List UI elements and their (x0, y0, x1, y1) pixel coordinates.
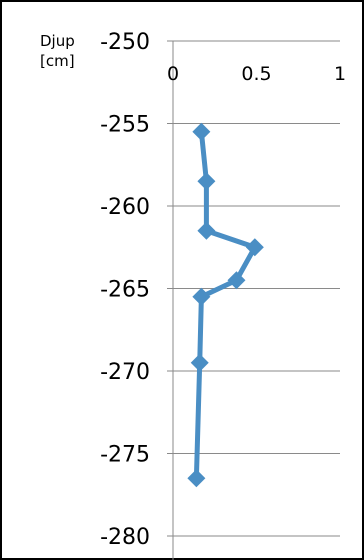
x-tick-labels: 0 0.5 1 (167, 63, 346, 85)
y-tick-label: -260 (100, 195, 150, 220)
y-axis-label-line-1: Djup (40, 32, 75, 50)
y-tick-label: -270 (100, 360, 150, 385)
data-point-marker (187, 469, 206, 488)
data-point-marker (192, 287, 211, 306)
x-tick-label: 0 (167, 63, 179, 85)
series-group (187, 122, 264, 488)
y-tick-label: -250 (100, 30, 150, 55)
y-tick-label: -255 (100, 113, 150, 138)
x-tick-label: 0.5 (241, 63, 271, 85)
y-tick-label: -275 (100, 443, 150, 468)
y-tick-label: -280 (100, 525, 150, 550)
data-point-marker (245, 238, 264, 257)
y-tick-label: -265 (100, 278, 150, 303)
gridlines (167, 40, 340, 537)
y-tick-labels: -250 -255 -260 -265 -270 -275 -280 (100, 30, 150, 550)
x-tick-label: 1 (334, 63, 346, 85)
data-point-marker (190, 353, 209, 372)
y-axis-label-line-2: [cm] (40, 52, 75, 70)
data-point-marker (227, 271, 246, 290)
data-point-marker (192, 122, 211, 141)
data-point-marker (197, 172, 216, 191)
data-point-marker (197, 221, 216, 240)
